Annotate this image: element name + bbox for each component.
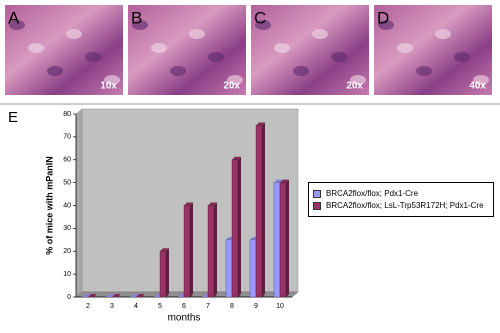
bar-side [262, 122, 265, 297]
tissue-detail [350, 75, 366, 85]
bar-side [214, 202, 217, 297]
tissue-detail [454, 52, 470, 62]
legend-item: BRCA2flox/flox; LsL-Trp53R172H; Pdx1-Cre [313, 201, 489, 210]
magnification: 20x [346, 81, 363, 92]
bar-side [166, 248, 169, 297]
bar-top [136, 294, 145, 297]
x-tick-label: 4 [134, 303, 138, 310]
x-tick-label: 6 [182, 303, 186, 310]
bar-top [112, 294, 121, 297]
histology-image [128, 5, 246, 95]
tissue-detail [47, 66, 63, 76]
bar [231, 159, 239, 298]
magnification: 10x [100, 81, 117, 92]
legend-swatch [313, 202, 321, 210]
bar [273, 182, 281, 298]
x-tick-label: 7 [206, 303, 210, 310]
bar-top [184, 202, 193, 206]
bar-side [190, 202, 193, 297]
magnification: 40x [469, 81, 486, 92]
panel-label: D [377, 8, 389, 27]
y-tick-label: 50 [63, 179, 71, 186]
bar [207, 205, 215, 298]
panel-label: C [254, 8, 266, 27]
bar [183, 205, 191, 298]
tissue-detail [473, 75, 489, 85]
bar-top [160, 248, 169, 252]
y-axis-label: % of mice with mPanIN [44, 156, 54, 255]
tissue-detail [274, 43, 290, 53]
bar [255, 125, 263, 298]
x-tick-label: 8 [230, 303, 234, 310]
bar-top [232, 156, 241, 160]
tissue-detail [132, 20, 148, 30]
panel-label: A [8, 8, 20, 27]
bar [159, 251, 167, 298]
x-axis-label: months [168, 313, 201, 324]
tissue-detail [293, 66, 309, 76]
y-tick-label: 0 [67, 294, 71, 301]
histology-image [251, 5, 369, 95]
y-tick-label: 60 [63, 157, 71, 164]
tissue-detail [208, 52, 224, 62]
tissue-detail [435, 29, 451, 39]
legend-item: BRCA2flox/flox; Pdx1-Cre [313, 189, 489, 198]
tissue-detail [397, 43, 413, 53]
y-tick-label: 30 [63, 225, 71, 232]
bar-side [286, 179, 289, 297]
tissue-detail [28, 43, 44, 53]
y-tick-label: 80 [63, 111, 71, 118]
x-tick-label: 10 [276, 303, 284, 310]
tissue-detail [104, 75, 120, 85]
panel-label: E [8, 109, 18, 126]
tissue-detail [227, 75, 243, 85]
tissue-detail [255, 20, 271, 30]
y-tick-label: 10 [63, 271, 71, 278]
x-tick-label: 5 [158, 303, 162, 310]
tissue-detail [66, 29, 82, 39]
legend-label: BRCA2flox/flox; LsL-Trp53R172H; Pdx1-Cre [326, 201, 484, 210]
bar-top [208, 202, 217, 206]
x-tick-label: 2 [86, 303, 90, 310]
panel-label: B [131, 8, 142, 27]
bar-top [256, 122, 265, 126]
tissue-detail [312, 29, 328, 39]
x-tick-label: 9 [254, 303, 258, 310]
y-tick-label: 40 [63, 202, 71, 209]
tissue-detail [9, 20, 25, 30]
tissue-detail [189, 29, 205, 39]
legend-swatch [313, 190, 321, 198]
x-tick-label: 3 [110, 303, 114, 310]
legend: BRCA2flox/flox; Pdx1-Cre BRCA2flox/flox; … [308, 182, 494, 217]
tissue-detail [416, 66, 432, 76]
tissue-detail [151, 43, 167, 53]
bar [225, 239, 233, 298]
bar-side [238, 156, 241, 297]
tissue-detail [170, 66, 186, 76]
tissue-detail [85, 52, 101, 62]
legend-label: BRCA2flox/flox; Pdx1-Cre [326, 189, 419, 198]
histology-image [374, 5, 492, 95]
tissue-detail [378, 20, 394, 30]
bar-top [280, 179, 289, 183]
y-tick-label: 20 [63, 248, 71, 255]
bar [279, 182, 287, 298]
bar-top [88, 294, 97, 297]
magnification: 20x [223, 81, 240, 92]
tissue-detail [331, 52, 347, 62]
side-wall [75, 108, 83, 298]
y-tick-label: 70 [63, 134, 71, 141]
histology-image [5, 5, 123, 95]
bar [249, 239, 257, 298]
